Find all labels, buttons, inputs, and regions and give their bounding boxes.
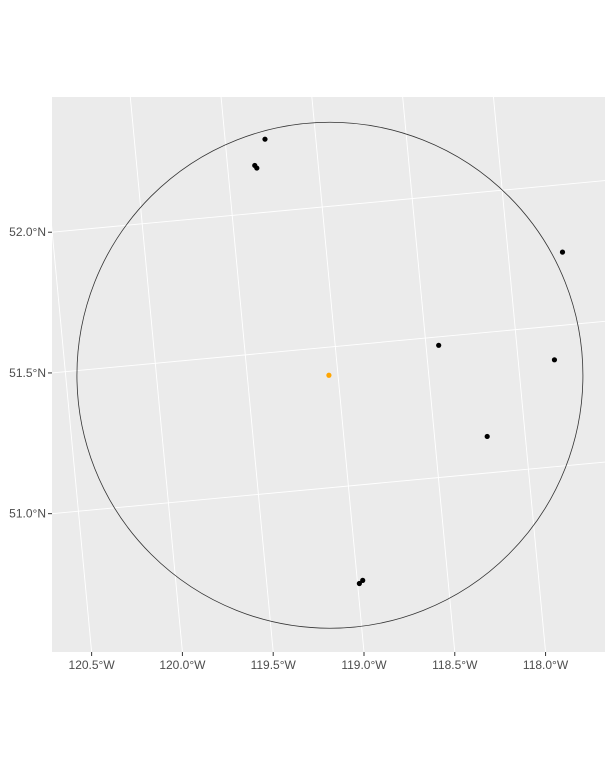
point xyxy=(436,342,442,348)
point xyxy=(254,165,260,171)
grid-line xyxy=(52,320,605,374)
x-tick-label: 118.0°W xyxy=(523,658,569,672)
y-tick-label: 51.5°N xyxy=(9,366,46,380)
point xyxy=(360,577,366,583)
x-tick-label: 120.0°W xyxy=(159,658,206,672)
buffer-circle xyxy=(76,121,584,629)
point xyxy=(356,580,362,587)
layer xyxy=(76,121,584,629)
grid-line xyxy=(52,461,605,515)
x-tick-label: 120.5°W xyxy=(69,658,116,672)
axes: 120.5°W 120.0°W 119.5°W 119.0°W 118.5°W 118.0… xyxy=(9,225,569,672)
point xyxy=(262,136,268,142)
point xyxy=(484,433,490,440)
x-tick-label: 119.0°W xyxy=(341,658,387,672)
x-tick-label: 119.5°W xyxy=(251,658,297,672)
point xyxy=(559,249,566,255)
point xyxy=(326,372,332,378)
x-tick-label: 118.5°W xyxy=(432,658,478,672)
y-tick-label: 51.0°N xyxy=(9,507,46,521)
y-tick-label: 52.0°N xyxy=(9,225,46,239)
point xyxy=(551,357,558,363)
grid-line xyxy=(52,180,605,233)
